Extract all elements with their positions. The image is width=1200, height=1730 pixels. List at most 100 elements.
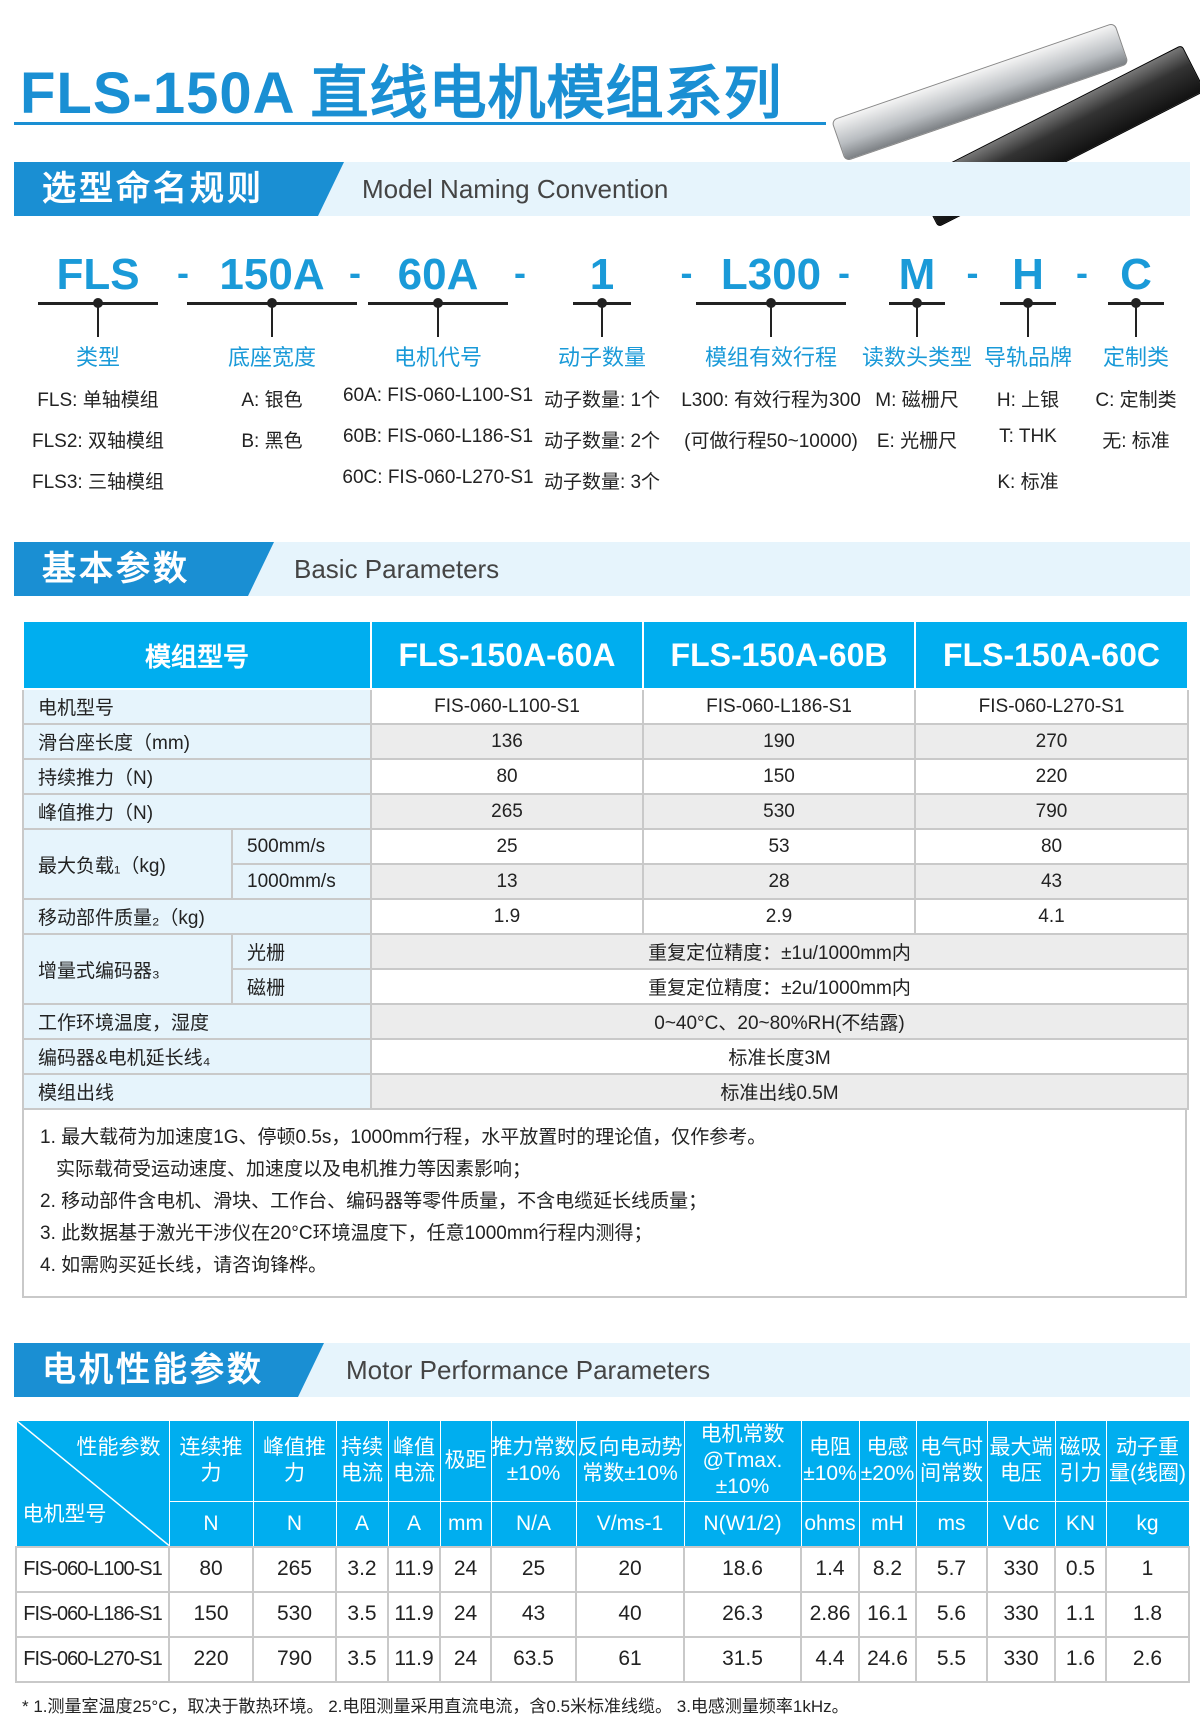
cell: 1 xyxy=(1105,1545,1190,1593)
column-unit: A xyxy=(335,1501,389,1547)
row-label: 移动部件质量₂（kg) xyxy=(21,898,373,935)
column-header: 推力常数±10% xyxy=(490,1420,577,1502)
cell: 40 xyxy=(575,1590,685,1638)
code-segment: H xyxy=(1012,250,1044,299)
cell: 16.1 xyxy=(858,1590,917,1638)
separator: - xyxy=(966,252,979,293)
cell: 24 xyxy=(439,1635,492,1683)
column-header: 动子重量(线圈) xyxy=(1105,1420,1190,1502)
row-label: 最大负载₁（kg) xyxy=(22,828,233,900)
cell: 25 xyxy=(370,828,645,865)
cell: 11.9 xyxy=(387,1545,441,1593)
basic-parameters-table: 模组型号 FLS-150A-60A FLS-150A-60B FLS-150A-60C… xyxy=(21,622,1190,1110)
segment-label: 动子数量 xyxy=(557,345,647,370)
segment-option: 60C: FIS-060-L270-S1 xyxy=(342,467,534,488)
section-header-motor: 电机性能参数 Motor Performance Parameters xyxy=(14,1343,1190,1397)
column-unit: kg xyxy=(1105,1501,1190,1547)
column-header: 反向电动势常数±10% xyxy=(575,1420,685,1502)
column-header: 电感±20% xyxy=(858,1420,917,1502)
section-header-basic: 基本参数 Basic Parameters xyxy=(14,542,1190,596)
row-label: 工作环境温度，湿度 xyxy=(21,1003,373,1040)
column-header: 最大端电压 xyxy=(986,1420,1056,1502)
corner-header: 性能参数 电机型号 xyxy=(15,1420,170,1547)
cell: 1.8 xyxy=(1105,1590,1190,1638)
cell: 8.2 xyxy=(858,1545,917,1593)
code-segment: 150A xyxy=(219,250,325,299)
segment-option: 动子数量: 1个 xyxy=(543,390,661,411)
motor-model: FIS-060-L100-S1 xyxy=(15,1545,170,1593)
column-header: 持续电流 xyxy=(335,1420,389,1502)
column-header: 峰值电流 xyxy=(387,1420,441,1502)
motor-model: FIS-060-L186-S1 xyxy=(15,1590,170,1638)
cell: 265 xyxy=(252,1545,337,1593)
column-header: 极距 xyxy=(439,1420,492,1502)
column-header: 电阻±10% xyxy=(800,1420,860,1502)
segment-option: E: 光栅尺 xyxy=(876,431,958,452)
cell: 80 xyxy=(370,758,645,795)
cell: 330 xyxy=(986,1545,1056,1593)
segment-label: 电机代号 xyxy=(393,345,483,370)
table-row: FIS-060-L100-S1 80 265 3.2 11.9 24 25 20 18.6 1.4… xyxy=(15,1545,1190,1593)
cell: 0.5 xyxy=(1054,1545,1107,1593)
cell: 1.4 xyxy=(800,1545,860,1593)
code-segment: 1 xyxy=(589,250,615,299)
motor-model: FIS-060-L270-S1 xyxy=(15,1635,170,1683)
code-segment: C xyxy=(1120,250,1152,299)
sub-label: 500mm/s xyxy=(230,828,373,865)
note: 4. 如需购买延长线，请咨询锋桦。 xyxy=(40,1255,328,1276)
segment-option: B: 黑色 xyxy=(241,431,303,452)
segment-option: FLS: 单轴模组 xyxy=(37,390,159,411)
note: 2. 移动部件含电机、滑块、工作台、编码器等零件质量，不含电缆延长线质量； xyxy=(40,1191,708,1212)
column-header: 磁吸引力 xyxy=(1054,1420,1107,1502)
separator: - xyxy=(838,252,850,293)
table-row: 编码器&电机延长线₄ 标准长度3M xyxy=(21,1038,1190,1075)
segment-option: 动子数量: 3个 xyxy=(543,472,661,493)
header-60b: FLS-150A-60B xyxy=(642,622,917,690)
column-unit: ms xyxy=(915,1501,988,1547)
code-segment: M xyxy=(898,250,936,299)
cell: 3.2 xyxy=(335,1545,389,1593)
table-row: 峰值推力（N) 265 530 790 xyxy=(21,793,1190,830)
cell: 重复定位精度：±2u/1000mm内 xyxy=(370,968,1190,1005)
cell: 4.4 xyxy=(800,1635,860,1683)
corner-top-label: 性能参数 xyxy=(76,1436,161,1459)
header-60a: FLS-150A-60A xyxy=(370,622,645,690)
segment-label: 导轨品牌 xyxy=(983,345,1073,370)
column-unit: KN xyxy=(1054,1501,1107,1547)
motor-performance-table: 性能参数 电机型号 连续推力 峰值推力 持续电流 峰值电流 极距 推力常数±10% 反向电动… xyxy=(15,1420,1190,1683)
title-divider xyxy=(14,122,826,125)
cell: 1.1 xyxy=(1054,1590,1107,1638)
separator: - xyxy=(177,252,189,293)
cell: 63.5 xyxy=(490,1635,577,1683)
row-label: 增量式编码器₃ xyxy=(22,933,233,1005)
note: 1. 最大载荷为加速度1G、停顿0.5s，1000mm行程，水平放置时的理论值，… xyxy=(40,1127,767,1148)
cell: 330 xyxy=(986,1590,1056,1638)
code-segment: FLS xyxy=(56,250,140,299)
table-row: 工作环境温度，湿度 0~40°C、20~80%RH(不结露) xyxy=(21,1003,1190,1040)
table-row: FIS-060-L186-S1 150 530 3.5 11.9 24 43 40 26.3 2.… xyxy=(15,1590,1190,1638)
cell: 136 xyxy=(370,723,645,760)
column-unit: mm xyxy=(439,1501,492,1547)
cell: 标准出线0.5M xyxy=(370,1073,1190,1110)
column-header: 电气时间常数 xyxy=(915,1420,988,1502)
section-header-naming: 选型命名规则 Model Naming Convention xyxy=(14,162,1190,216)
cell: 790 xyxy=(914,793,1190,830)
cell: 43 xyxy=(914,863,1190,900)
table-row: 最大负载₁（kg) 500mm/s 25 53 80 xyxy=(22,828,1190,900)
segment-option: 无: 标准 xyxy=(1102,431,1170,452)
note: 3. 此数据基于激光干涉仪在20°C环境温度下，任意1000mm行程内测得； xyxy=(40,1223,653,1244)
segment-label: 底座宽度 xyxy=(227,345,317,370)
cell: 18.6 xyxy=(683,1545,802,1593)
cell: 1.6 xyxy=(1054,1635,1107,1683)
cell: 11.9 xyxy=(387,1590,441,1638)
column-unit: N xyxy=(252,1501,337,1547)
connector-line xyxy=(97,303,99,337)
cell: 220 xyxy=(914,758,1190,795)
segment-option: (可做行程50~10000) xyxy=(684,431,858,452)
cell: 150 xyxy=(642,758,917,795)
table-row: 增量式编码器₃ 光栅 重复定位精度：±1u/1000mm内 xyxy=(22,933,1190,1005)
connector-line xyxy=(916,303,918,337)
segment-label: 类型 xyxy=(75,345,121,370)
cell: 190 xyxy=(642,723,917,760)
column-unit: N xyxy=(168,1501,254,1547)
